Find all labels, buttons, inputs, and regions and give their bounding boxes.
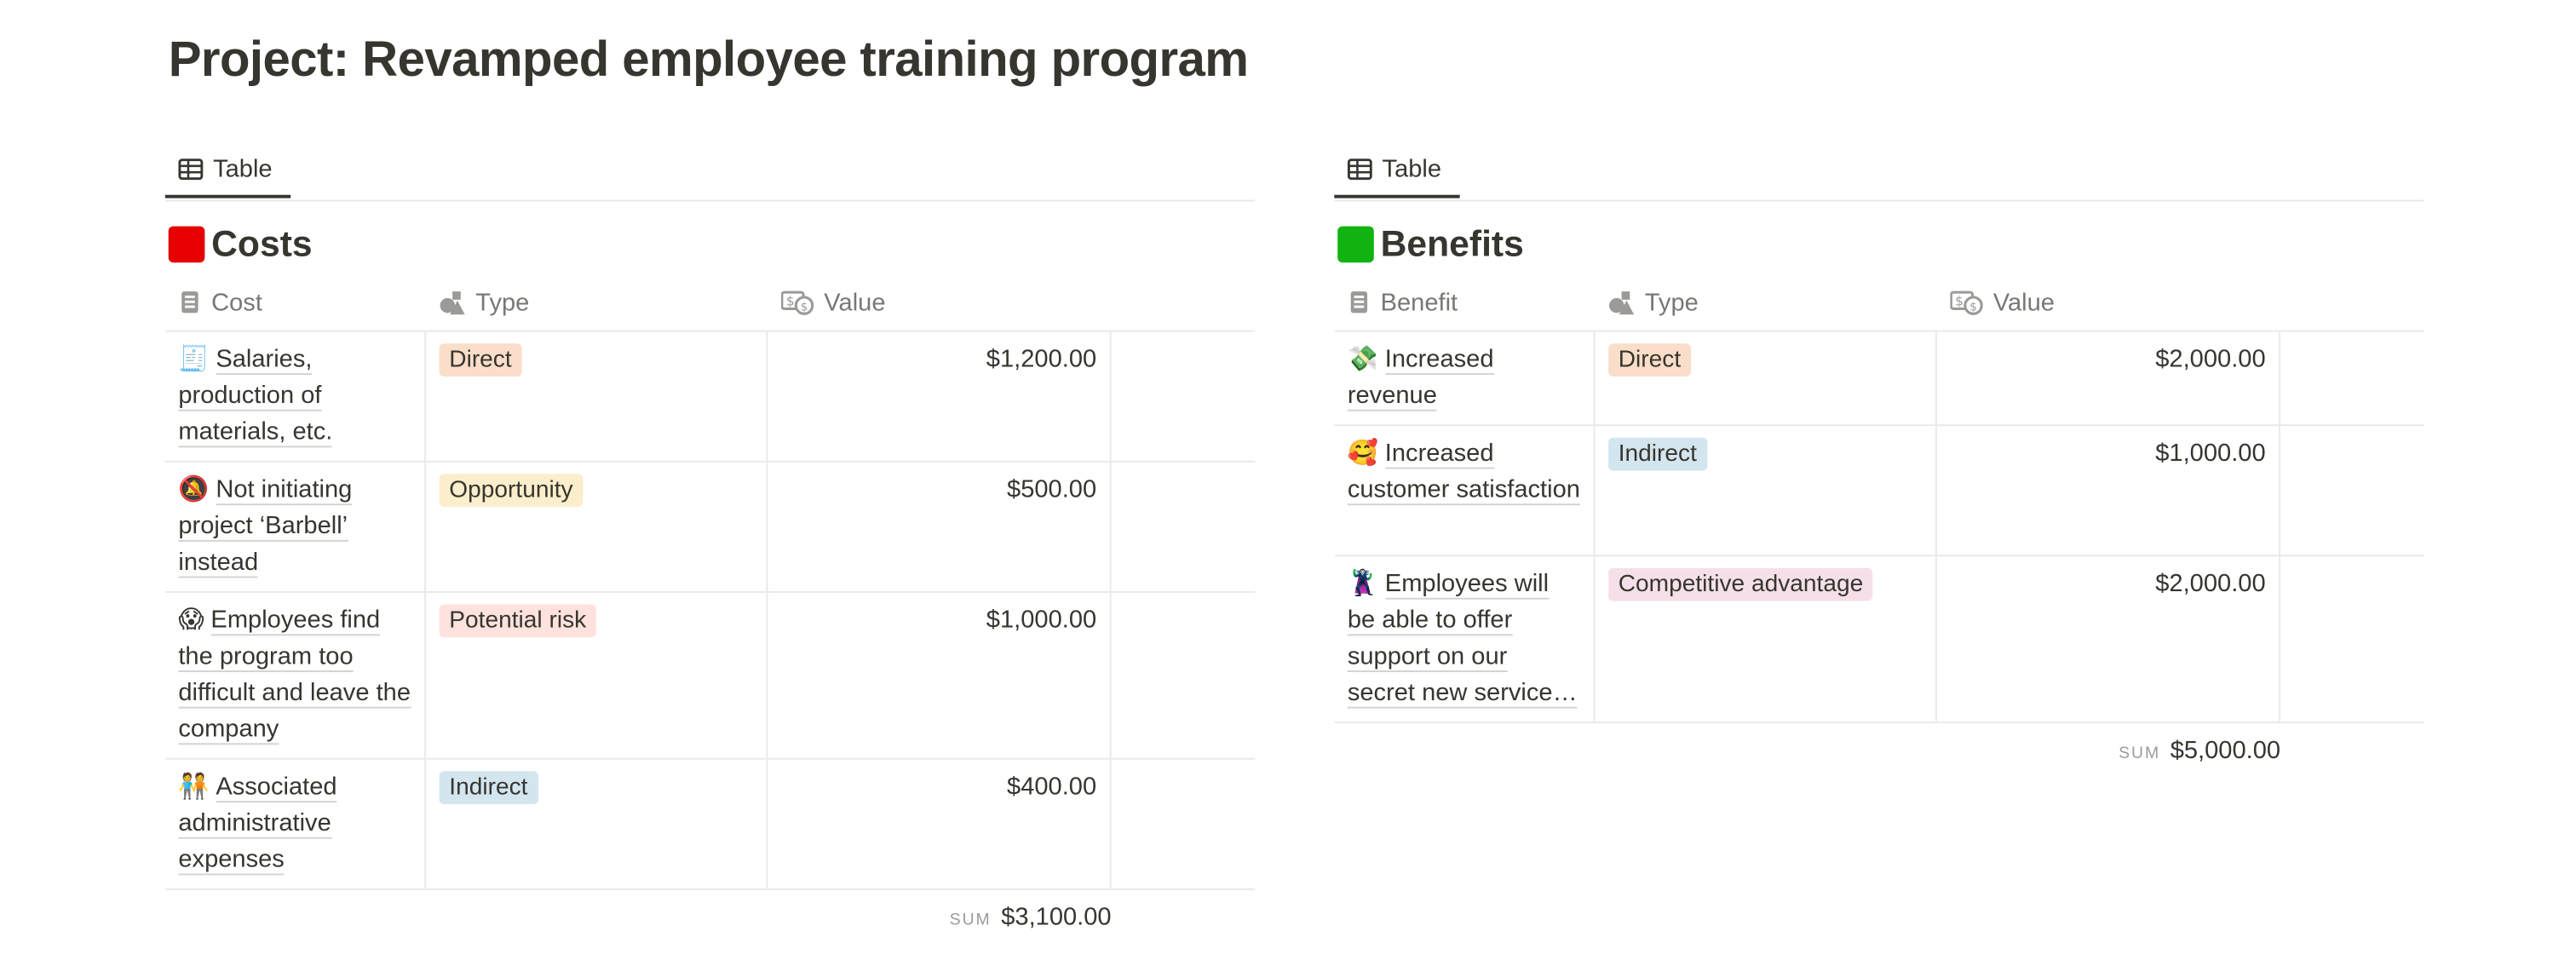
value-cell[interactable]: $500.00 — [768, 462, 1112, 591]
table-body: 💸 Increased revenue Direct $2,000.00 🥰 Increa… — [1334, 331, 2424, 724]
type-tag: Indirect — [439, 771, 538, 805]
title-column-icon — [1350, 291, 1368, 313]
heading-text: Benefits — [1380, 222, 1524, 265]
column-header-name[interactable]: Cost — [165, 288, 426, 316]
title-column-icon — [181, 291, 198, 313]
empty-cell[interactable] — [2280, 426, 2424, 555]
currency-exchange-icon: $ $ — [780, 290, 814, 314]
row-emoji-icon: 🔕 — [178, 475, 210, 504]
table-row[interactable]: 🧾 Salaries, production of materials, etc.… — [164, 331, 1256, 463]
page-title: Project: Revamped employee training prog… — [168, 32, 1249, 88]
type-tag: Direct — [439, 343, 522, 377]
name-cell[interactable]: 🥰 Increased customer satisfaction — [1334, 426, 1596, 555]
row-emoji-icon: 🧾 — [178, 345, 210, 374]
type-tag: Potential risk — [439, 604, 596, 638]
row-name[interactable]: Associated administrative expenses — [178, 773, 337, 876]
type-cell[interactable]: Competitive advantage — [1596, 556, 1937, 722]
row-emoji-icon: 🥰 — [1347, 439, 1379, 468]
value-cell[interactable]: $2,000.00 — [1937, 556, 2281, 722]
svg-text:$: $ — [801, 299, 808, 313]
currency-exchange-icon: $ $ — [1950, 290, 1983, 314]
column-header-type[interactable]: Type — [426, 288, 768, 316]
sum-footer[interactable]: SUM $3,100.00 — [165, 890, 1112, 931]
type-cell[interactable]: Opportunity — [426, 462, 768, 591]
row-emoji-icon: 🦹 — [1347, 569, 1379, 598]
type-cell[interactable]: Indirect — [1596, 426, 1937, 555]
tab-label: Table — [213, 154, 273, 183]
column-header-value[interactable]: $ $ Value — [768, 288, 1111, 316]
name-cell[interactable]: 😱 Employees find the program too difficul… — [165, 592, 427, 758]
table-body: 🧾 Salaries, production of materials, etc.… — [164, 331, 1256, 890]
benefits-table: Table Benefits Benefit Type $ $ Value 💸 In… — [1334, 142, 2424, 765]
type-cell[interactable]: Direct — [426, 331, 768, 461]
table-row[interactable]: 😱 Employees find the program too difficul… — [164, 592, 1256, 760]
row-name[interactable]: Not initiating project ‘Barbell’ instead — [178, 475, 353, 578]
table-row[interactable]: 🦹 Employees will be able to offer support… — [1334, 556, 2424, 724]
square-icon — [1337, 226, 1374, 263]
row-name[interactable]: Employees will be able to offer support … — [1347, 569, 1578, 709]
table-icon — [178, 158, 204, 180]
table-row[interactable]: 🧑‍🤝‍🧑 Associated administrative expenses I… — [164, 759, 1256, 890]
value-cell[interactable]: $1,200.00 — [768, 331, 1112, 461]
empty-cell[interactable] — [2280, 332, 2424, 425]
row-name[interactable]: Employees find the program too difficult… — [178, 606, 411, 745]
type-cell[interactable]: Direct — [1596, 331, 1937, 425]
value-cell[interactable]: $2,000.00 — [1937, 331, 2281, 425]
sum-label: SUM — [2119, 745, 2161, 763]
value-cell[interactable]: $1,000.00 — [768, 592, 1112, 758]
table-row[interactable]: 💸 Increased revenue Direct $2,000.00 — [1334, 331, 2424, 427]
table-heading: Costs — [168, 221, 1256, 267]
view-tabs: Table — [1334, 142, 2424, 202]
heading-text: Costs — [211, 222, 313, 265]
name-cell[interactable]: 💸 Increased revenue — [1334, 331, 1596, 425]
row-name[interactable]: Increased customer satisfaction — [1347, 439, 1580, 506]
column-headers: Cost Type $ $ Value — [164, 274, 1256, 332]
empty-cell[interactable] — [1112, 463, 1256, 591]
row-name[interactable]: Salaries, production of materials, etc. — [178, 345, 333, 448]
type-tag: Indirect — [1608, 437, 1707, 471]
row-emoji-icon: 🧑‍🤝‍🧑 — [178, 773, 210, 802]
shapes-icon — [440, 290, 465, 314]
sum-value: $3,100.00 — [1001, 903, 1112, 932]
empty-cell[interactable] — [1112, 760, 1256, 888]
column-header-value[interactable]: $ $ Value — [1937, 288, 2280, 316]
table-row[interactable]: 🔕 Not initiating project ‘Barbell’ instea… — [164, 462, 1256, 593]
svg-text:$: $ — [1955, 293, 1964, 308]
value-cell[interactable]: $400.00 — [768, 759, 1112, 888]
sum-footer[interactable]: SUM $5,000.00 — [1334, 723, 2281, 765]
type-cell[interactable]: Potential risk — [426, 592, 768, 758]
tab-table[interactable]: Table — [164, 142, 291, 198]
costs-table: Table Costs Cost Type $ $ Value 🧾 Salaries… — [164, 142, 1256, 931]
svg-text:$: $ — [1969, 299, 1977, 313]
name-cell[interactable]: 🧾 Salaries, production of materials, etc. — [165, 331, 427, 461]
column-header-type[interactable]: Type — [1596, 288, 1937, 316]
name-cell[interactable]: 🧑‍🤝‍🧑 Associated administrative expenses — [165, 759, 427, 888]
row-emoji-icon: 💸 — [1347, 345, 1379, 374]
name-cell[interactable]: 🔕 Not initiating project ‘Barbell’ instea… — [165, 462, 427, 591]
table-icon — [1347, 158, 1372, 180]
sum-value: $5,000.00 — [2170, 736, 2281, 765]
row-emoji-icon: 😱 — [178, 606, 204, 635]
shapes-icon — [1609, 290, 1635, 314]
column-headers: Benefit Type $ $ Value — [1334, 274, 2424, 332]
tab-table[interactable]: Table — [1334, 142, 1460, 198]
name-cell[interactable]: 🦹 Employees will be able to offer support… — [1334, 556, 1596, 722]
sum-label: SUM — [949, 911, 992, 930]
type-tag: Direct — [1608, 343, 1691, 377]
svg-text:$: $ — [786, 293, 795, 308]
tab-label: Table — [1382, 154, 1442, 183]
view-tabs: Table — [164, 142, 1256, 202]
type-tag: Competitive advantage — [1608, 567, 1873, 601]
value-cell[interactable]: $1,000.00 — [1937, 426, 2281, 555]
empty-cell[interactable] — [1112, 593, 1256, 758]
empty-cell[interactable] — [2280, 556, 2424, 722]
type-cell[interactable]: Indirect — [426, 759, 768, 888]
type-tag: Opportunity — [439, 474, 584, 508]
empty-cell[interactable] — [1112, 332, 1256, 461]
column-header-name[interactable]: Benefit — [1334, 288, 1595, 316]
square-icon — [168, 226, 205, 263]
table-heading: Benefits — [1337, 221, 2424, 267]
row-name[interactable]: Increased revenue — [1347, 345, 1494, 411]
table-row[interactable]: 🥰 Increased customer satisfaction Indirect… — [1334, 426, 2424, 557]
